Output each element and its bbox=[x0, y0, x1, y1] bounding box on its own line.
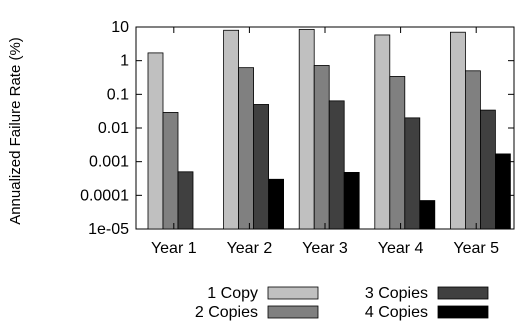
bar bbox=[162, 112, 179, 230]
ticks: 10 1 0.1 0.01 0.001 0.0001 1e-05 Year 1 Year 2 Ye… bbox=[80, 19, 514, 257]
bar bbox=[313, 65, 330, 230]
legend-swatch bbox=[267, 305, 319, 319]
legend-label: 4 Copies bbox=[365, 304, 428, 321]
legend-label: 1 Copy bbox=[207, 285, 258, 302]
x-tick-label: Year 1 bbox=[151, 240, 197, 257]
bars bbox=[147, 28, 511, 230]
bar bbox=[223, 29, 240, 230]
bar bbox=[328, 100, 345, 230]
legend: 1 Copy 2 Copies 3 Copies 4 Copies bbox=[195, 285, 489, 321]
bar bbox=[298, 28, 315, 230]
bar bbox=[253, 104, 270, 230]
bar bbox=[389, 76, 406, 230]
legend-label: 3 Copies bbox=[365, 285, 428, 302]
bar bbox=[419, 200, 436, 230]
bar bbox=[464, 70, 481, 230]
bar bbox=[449, 31, 466, 230]
bar bbox=[238, 67, 255, 230]
x-tick-label: Year 4 bbox=[378, 240, 424, 257]
bar bbox=[479, 109, 496, 230]
y-tick-label: 0.001 bbox=[89, 154, 129, 171]
y-tick-label: 0.1 bbox=[107, 86, 129, 103]
legend-swatch bbox=[437, 305, 489, 319]
y-tick-label: 10 bbox=[111, 19, 129, 36]
y-tick-label: 0.01 bbox=[98, 120, 129, 137]
legend-swatch bbox=[437, 286, 489, 300]
x-tick-label: Year 3 bbox=[302, 240, 348, 257]
bar bbox=[268, 178, 285, 230]
legend-swatch bbox=[267, 286, 319, 300]
legend-label: 2 Copies bbox=[195, 304, 258, 321]
bar bbox=[374, 34, 391, 230]
bar bbox=[177, 171, 194, 230]
y-tick-label: 1e-05 bbox=[88, 221, 129, 238]
x-tick-label: Year 5 bbox=[453, 240, 499, 257]
bar bbox=[343, 171, 360, 230]
x-tick-label: Year 2 bbox=[227, 240, 273, 257]
y-axis-label: Annualized Failure Rate (%) bbox=[7, 37, 24, 225]
bar bbox=[147, 52, 164, 230]
bar bbox=[404, 117, 421, 230]
y-tick-label: 1 bbox=[120, 53, 129, 70]
bar bbox=[494, 153, 511, 230]
y-tick-label: 0.0001 bbox=[80, 187, 129, 204]
